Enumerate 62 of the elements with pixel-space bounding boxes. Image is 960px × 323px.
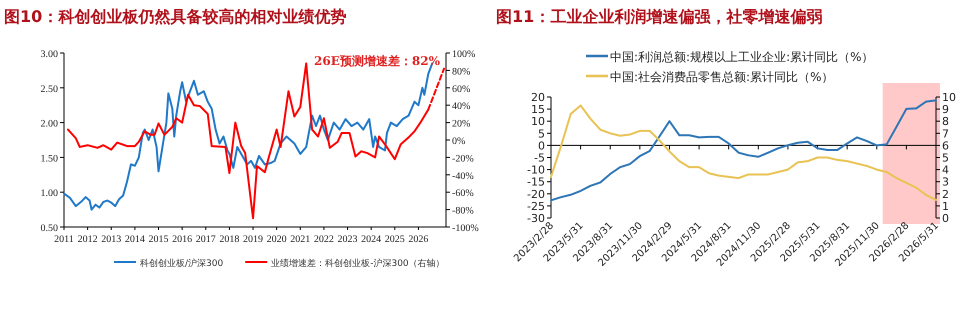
x-tick-label: 2021 <box>290 234 310 245</box>
y-tick-label: 20 <box>531 91 545 104</box>
x-tick-label: 2015 <box>148 234 169 245</box>
legend-label: 科创创业板/沪深300 <box>140 258 224 269</box>
legend-label: 中国:利润总额:规模以上工业企业:累计同比（%） <box>610 50 874 64</box>
y2-tick-label: 1 <box>942 200 949 213</box>
x-tick-label: 2023 <box>338 234 358 245</box>
x-tick-label: 2020 <box>266 234 287 245</box>
x-tick-label: 2016 <box>172 234 192 245</box>
annotation: 26E预测增速差：82% <box>314 54 441 68</box>
y2-tick-label: -80% <box>452 206 474 217</box>
x-tick-label: 2019 <box>243 234 264 245</box>
y2-tick-label: 0 <box>942 212 949 225</box>
y2-tick-label: 40% <box>452 101 470 112</box>
y2-tick-label: 7 <box>942 127 949 140</box>
y2-tick-label: 2 <box>942 188 949 201</box>
y-tick-label: 0.50 <box>40 223 58 234</box>
y2-tick-label: 0% <box>452 136 466 147</box>
y2-tick-label: -60% <box>452 188 474 200</box>
y2-tick-label: 6 <box>942 139 949 152</box>
y-tick-label: -5 <box>534 152 545 164</box>
y2-tick-label: 9 <box>942 103 949 116</box>
y2-tick-label: 5 <box>942 152 949 164</box>
legend-label: 中国:社会消费品零售总额:累计同比（%） <box>610 70 834 84</box>
x-tick-label: 2014 <box>124 234 145 245</box>
x-tick-label: 2012 <box>78 234 98 245</box>
y-tick-label: 1.00 <box>40 188 58 200</box>
y2-tick-label: 80% <box>452 66 470 78</box>
x-tick-label: 2026 <box>408 234 428 245</box>
y2-tick-label: 20% <box>452 118 470 130</box>
y-tick-label: 1.50 <box>40 153 58 164</box>
y-tick-label: -15 <box>527 176 545 189</box>
legend-label: 业绩增速差：科创创业板-沪深300（右轴） <box>271 258 445 269</box>
y-tick-label: -25 <box>527 200 545 213</box>
y2-tick-label: 3 <box>942 176 949 189</box>
chart-title: 图10：科创创业板仍然具备较高的相对业绩优势 <box>4 7 346 26</box>
y2-tick-label: 100% <box>452 49 476 60</box>
y2-tick-label: -40% <box>452 170 474 182</box>
y-tick-label: 3.00 <box>40 49 58 60</box>
y2-tick-label: 10 <box>942 91 956 104</box>
y2-tick-label: 8 <box>942 115 949 128</box>
y-tick-label: 15 <box>531 103 545 116</box>
y-tick-label: 5 <box>538 127 545 140</box>
y2-tick-label: 4 <box>942 164 949 177</box>
y-tick-label: 10 <box>531 115 545 128</box>
x-tick-label: 2022 <box>314 234 334 245</box>
x-tick-label: 2011 <box>54 234 74 245</box>
y2-tick-label: -100% <box>452 223 479 234</box>
y-tick-label: -20 <box>527 188 545 201</box>
x-tick-label: 2024 <box>361 234 382 245</box>
y2-tick-label: -20% <box>452 153 474 164</box>
y-tick-label: -30 <box>527 212 545 225</box>
y2-tick-label: 60% <box>452 84 470 95</box>
x-tick-label: 2017 <box>196 234 216 245</box>
y-tick-label: 0 <box>538 139 545 152</box>
x-tick-label: 2025 <box>384 234 405 245</box>
y-tick-label: -10 <box>527 164 545 177</box>
chart-title: 图11：工业企业利润增速偏强，社零增速偏弱 <box>496 7 822 26</box>
x-tick-label: 2013 <box>101 234 122 245</box>
y-tick-label: 2.50 <box>40 84 58 95</box>
x-tick-label: 2018 <box>219 234 240 245</box>
y-tick-label: 2.00 <box>40 118 58 130</box>
